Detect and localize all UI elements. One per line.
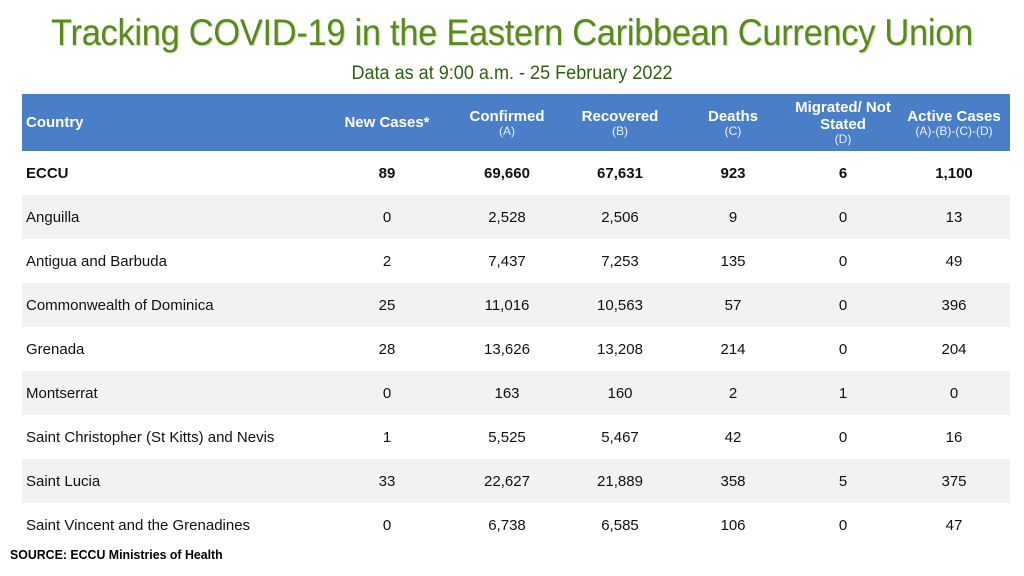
column-header: Recovered (B) — [562, 94, 678, 151]
column-header-formula: (A) — [499, 123, 515, 138]
value-cell: 6 — [788, 151, 898, 195]
table-row: Saint Lucia 33 22,627 21,889 358 5 375 — [22, 459, 1010, 503]
value-cell: 28 — [322, 327, 452, 371]
value-cell: 25 — [322, 283, 452, 327]
column-header: Active Cases (A)-(B)-(C)-(D) — [898, 94, 1010, 151]
value-cell: 89 — [322, 151, 452, 195]
country-cell: Saint Vincent and the Grenadines — [22, 503, 322, 547]
value-cell: 2 — [678, 371, 788, 415]
column-header-label: Country — [26, 114, 84, 131]
value-cell: 0 — [788, 327, 898, 371]
value-cell: 396 — [898, 283, 1010, 327]
column-header: Deaths (C) — [678, 94, 788, 151]
country-cell: Saint Christopher (St Kitts) and Nevis — [22, 415, 322, 459]
table-body: ECCU 89 69,660 67,631 923 6 1,100 Anguilla 0 2,52… — [22, 151, 1010, 547]
table-row: Saint Christopher (St Kitts) and Nevis 1 5… — [22, 415, 1010, 459]
column-header-label: Migrated/ Not Stated — [795, 99, 891, 133]
value-cell: 49 — [898, 239, 1010, 283]
value-cell: 21,889 — [562, 459, 678, 503]
column-header-formula: (D) — [834, 132, 852, 146]
value-cell: 57 — [678, 283, 788, 327]
table-row: Grenada 28 13,626 13,208 214 0 204 — [22, 327, 1010, 371]
country-cell: ECCU — [22, 151, 322, 195]
table-row: Commonwealth of Dominica 25 11,016 10,563 57… — [22, 283, 1010, 327]
value-cell: 7,253 — [562, 239, 678, 283]
column-header-formula: (B) — [612, 123, 628, 138]
value-cell: 13,626 — [452, 327, 562, 371]
header-row: Country New Cases* Confirmed (A) Recovered (B… — [22, 94, 1010, 151]
value-cell: 69,660 — [452, 151, 562, 195]
value-cell: 0 — [788, 283, 898, 327]
value-cell: 135 — [678, 239, 788, 283]
value-cell: 6,585 — [562, 503, 678, 547]
table-row: Saint Vincent and the Grenadines 0 6,738 6,… — [22, 503, 1010, 547]
table-header: Country New Cases* Confirmed (A) Recovered (B… — [22, 94, 1010, 151]
column-header-label: Active Cases — [907, 107, 1001, 125]
value-cell: 16 — [898, 415, 1010, 459]
country-cell: Grenada — [22, 327, 322, 371]
value-cell: 13 — [898, 195, 1010, 239]
value-cell: 0 — [322, 371, 452, 415]
country-cell: Montserrat — [22, 371, 322, 415]
value-cell: 6,738 — [452, 503, 562, 547]
country-cell: Antigua and Barbuda — [22, 239, 322, 283]
value-cell: 1 — [788, 371, 898, 415]
value-cell: 923 — [678, 151, 788, 195]
value-cell: 0 — [898, 371, 1010, 415]
country-cell: Commonwealth of Dominica — [22, 283, 322, 327]
column-header: Country — [22, 94, 322, 151]
column-header: New Cases* — [322, 94, 452, 151]
page-title: Tracking COVID-19 in the Eastern Caribbe… — [51, 12, 973, 53]
value-cell: 47 — [898, 503, 1010, 547]
value-cell: 11,016 — [452, 283, 562, 327]
value-cell: 0 — [788, 195, 898, 239]
country-cell: Anguilla — [22, 195, 322, 239]
value-cell: 160 — [562, 371, 678, 415]
value-cell: 0 — [322, 195, 452, 239]
value-cell: 10,563 — [562, 283, 678, 327]
value-cell: 7,437 — [452, 239, 562, 283]
covid-data-table: Country New Cases* Confirmed (A) Recovered (B… — [22, 94, 1010, 547]
column-header-label: Recovered — [581, 107, 659, 125]
value-cell: 1 — [322, 415, 452, 459]
column-header-formula: (A)-(B)-(C)-(D) — [915, 123, 993, 138]
value-cell: 13,208 — [562, 327, 678, 371]
value-cell: 42 — [678, 415, 788, 459]
value-cell: 204 — [898, 327, 1010, 371]
value-cell: 9 — [678, 195, 788, 239]
value-cell: 2,528 — [452, 195, 562, 239]
value-cell: 5,467 — [562, 415, 678, 459]
column-header-formula: (C) — [724, 123, 742, 138]
value-cell: 163 — [452, 371, 562, 415]
value-cell: 67,631 — [562, 151, 678, 195]
total-row: ECCU 89 69,660 67,631 923 6 1,100 — [22, 151, 1010, 195]
table-row: Anguilla 0 2,528 2,506 9 0 13 — [22, 195, 1010, 239]
column-header-label: Confirmed — [469, 107, 545, 125]
value-cell: 1,100 — [898, 151, 1010, 195]
value-cell: 33 — [322, 459, 452, 503]
value-cell: 375 — [898, 459, 1010, 503]
value-cell: 2 — [322, 239, 452, 283]
page-subtitle: Data as at 9:00 a.m. - 25 February 2022 — [351, 63, 673, 84]
column-header: Confirmed (A) — [452, 94, 562, 151]
value-cell: 5 — [788, 459, 898, 503]
country-cell: Saint Lucia — [22, 459, 322, 503]
value-cell: 2,506 — [562, 195, 678, 239]
table-row: Antigua and Barbuda 2 7,437 7,253 135 0 49 — [22, 239, 1010, 283]
value-cell: 0 — [322, 503, 452, 547]
source-note: SOURCE: ECCU Ministries of Health — [10, 547, 223, 562]
value-cell: 358 — [678, 459, 788, 503]
value-cell: 0 — [788, 503, 898, 547]
value-cell: 22,627 — [452, 459, 562, 503]
table-row: Montserrat 0 163 160 2 1 0 — [22, 371, 1010, 415]
value-cell: 106 — [678, 503, 788, 547]
value-cell: 5,525 — [452, 415, 562, 459]
value-cell: 214 — [678, 327, 788, 371]
value-cell: 0 — [788, 239, 898, 283]
column-header: Migrated/ Not Stated (D) — [788, 94, 898, 151]
column-header-label: New Cases* — [344, 114, 430, 131]
value-cell: 0 — [788, 415, 898, 459]
column-header-label: Deaths — [707, 107, 759, 125]
